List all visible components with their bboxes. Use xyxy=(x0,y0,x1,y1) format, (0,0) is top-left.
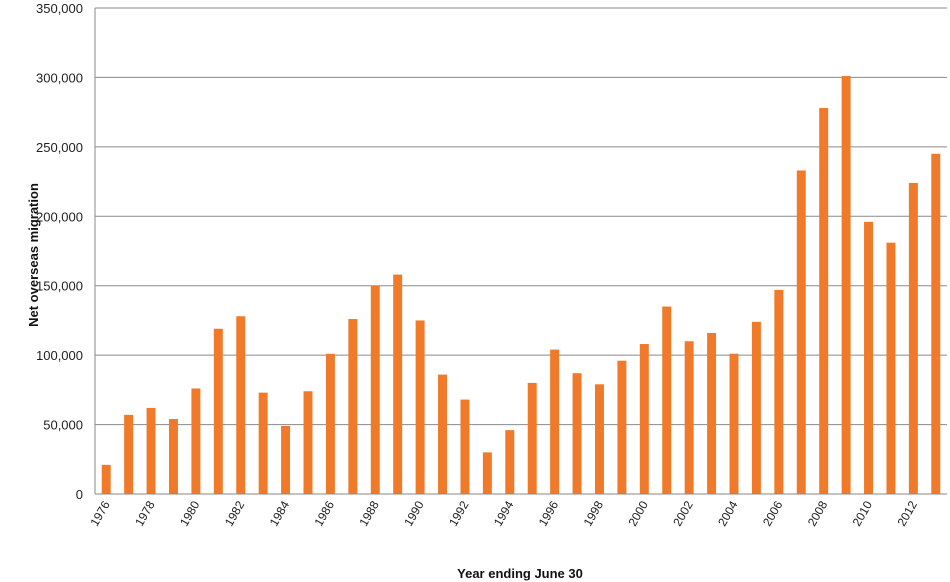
bar-2005 xyxy=(751,321,761,494)
y-tick-label: 100,000 xyxy=(36,348,83,363)
x-tick-label: 2008 xyxy=(805,498,831,528)
axes xyxy=(94,8,947,495)
bar-1998 xyxy=(594,384,604,494)
y-axis-title: Net overseas migration xyxy=(26,183,41,327)
bar-1985 xyxy=(303,391,313,494)
bars xyxy=(101,76,941,495)
bar-1988 xyxy=(370,285,380,494)
bar-1997 xyxy=(572,373,582,494)
bar-1978 xyxy=(146,407,156,494)
x-tick-labels: 1976 1978 1980 1982 1984 1986 1988 1990 1992 1994… xyxy=(87,498,920,528)
x-tick-label: 2010 xyxy=(850,498,876,528)
bar-1986 xyxy=(325,353,335,494)
bar-1976 xyxy=(101,464,111,494)
bar-1995 xyxy=(527,382,537,494)
bar-2007 xyxy=(796,170,806,494)
y-tick-label: 0 xyxy=(76,487,83,502)
bar-2003 xyxy=(707,332,717,494)
x-tick-label: 2012 xyxy=(894,498,920,528)
bar-2001 xyxy=(662,306,672,494)
bar-1992 xyxy=(460,399,470,494)
x-tick-label: 1980 xyxy=(177,498,203,528)
bar-1987 xyxy=(348,319,358,494)
x-tick-label: 2002 xyxy=(670,498,696,528)
bar-1983 xyxy=(258,392,268,494)
bar-1991 xyxy=(438,374,448,494)
bar-1990 xyxy=(415,320,425,494)
bar-1999 xyxy=(617,360,627,494)
x-tick-label: 1990 xyxy=(401,498,427,528)
x-tick-label: 2000 xyxy=(625,498,651,528)
x-tick-label: 1996 xyxy=(536,498,562,528)
bar-2011 xyxy=(886,242,896,494)
x-tick-label: 1994 xyxy=(491,498,517,528)
y-tick-label: 200,000 xyxy=(36,209,83,224)
x-tick-label: 2004 xyxy=(715,498,741,528)
bar-1981 xyxy=(213,328,223,494)
bar-1989 xyxy=(393,274,403,494)
y-tick-label: 250,000 xyxy=(36,140,83,155)
x-tick-label: 1976 xyxy=(87,498,113,528)
bar-1979 xyxy=(168,419,178,494)
x-tick-label: 1986 xyxy=(312,498,338,528)
bar-2013 xyxy=(931,153,941,495)
y-tick-label: 50,000 xyxy=(43,418,83,433)
bar-2002 xyxy=(684,341,694,494)
x-tick-label: 1998 xyxy=(581,498,607,528)
bar-1984 xyxy=(281,425,291,494)
x-axis-title: Year ending June 30 xyxy=(457,566,583,581)
x-tick-label: 1992 xyxy=(446,498,472,528)
bar-1980 xyxy=(191,388,201,494)
bar-2010 xyxy=(864,221,874,494)
y-tick-label: 150,000 xyxy=(36,279,83,294)
x-tick-label: 1978 xyxy=(132,498,158,528)
bar-1977 xyxy=(124,414,134,494)
bar-1994 xyxy=(505,430,515,494)
bar-2008 xyxy=(819,107,829,494)
x-tick-label: 1988 xyxy=(356,498,382,528)
bar-1993 xyxy=(482,452,492,494)
y-tick-label: 350,000 xyxy=(36,1,83,16)
y-tick-labels: 0 50,000 100,000 150,000 200,000 250,000 300,0… xyxy=(36,1,83,502)
bar-2012 xyxy=(908,182,918,494)
bar-2009 xyxy=(841,76,851,494)
x-tick-label: 2006 xyxy=(760,498,786,528)
bar-2000 xyxy=(639,344,649,494)
x-tick-label: 1982 xyxy=(222,498,248,528)
x-tick-label: 1984 xyxy=(267,498,293,528)
y-tick-label: 300,000 xyxy=(36,70,83,85)
bar-1982 xyxy=(236,316,246,494)
bar-2004 xyxy=(729,353,739,494)
bar-2006 xyxy=(774,289,784,494)
bar-1996 xyxy=(550,349,560,494)
